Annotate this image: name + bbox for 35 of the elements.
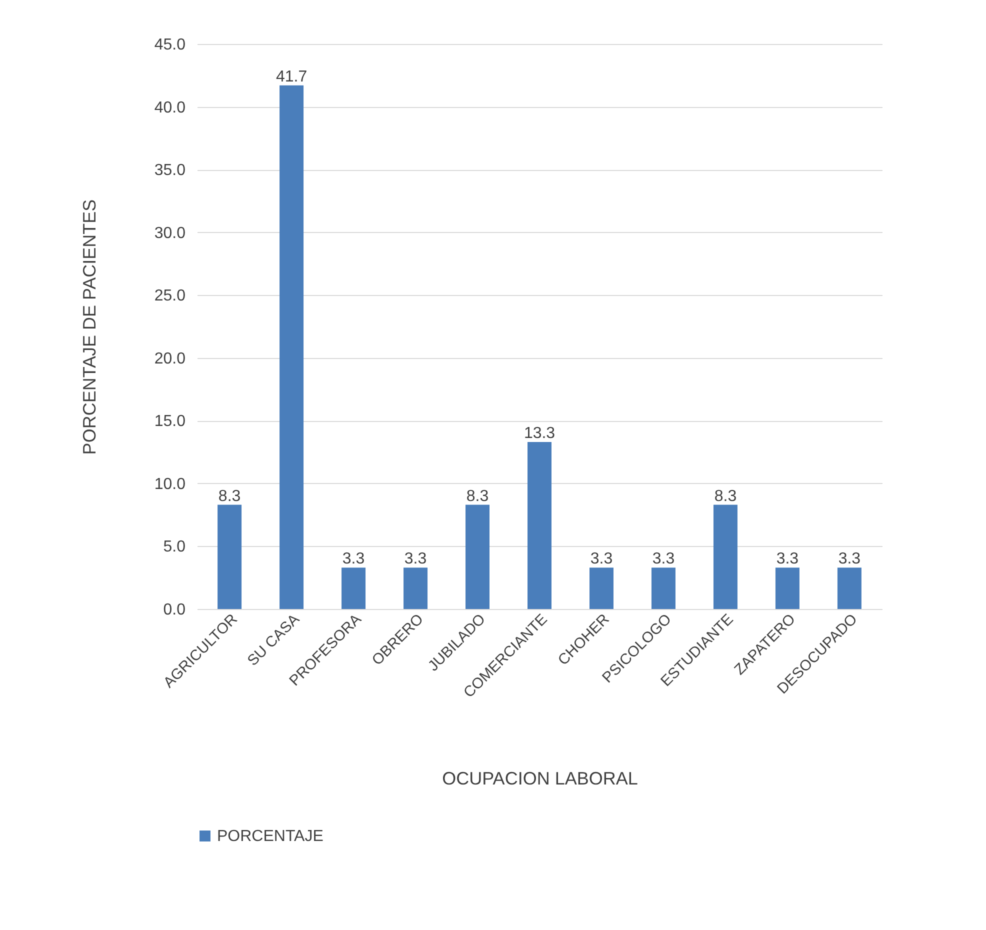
y-tick-label: 30.0 [154, 224, 186, 242]
y-tick-label: 10.0 [154, 476, 186, 493]
y-tick-label: 5.0 [163, 538, 186, 556]
bar [404, 568, 428, 609]
data-label: 8.3 [466, 488, 489, 505]
bar [651, 568, 676, 609]
y-tick-label: 45.0 [154, 36, 186, 54]
y-tick-label: 25.0 [154, 288, 186, 305]
bar [589, 568, 614, 609]
bar [342, 568, 366, 609]
bar [713, 504, 738, 609]
legend-label: PORCENTAJE [217, 828, 324, 845]
y-tick-label: 40.0 [154, 99, 186, 116]
bar [528, 442, 552, 609]
data-label: 3.3 [590, 550, 613, 568]
bar [837, 568, 862, 609]
y-tick-label: 0.0 [163, 602, 186, 618]
data-label: 8.3 [714, 488, 737, 505]
y-tick-label: 35.0 [154, 162, 186, 180]
bar [775, 568, 800, 609]
data-label: 8.3 [218, 488, 241, 505]
data-label: 41.7 [276, 68, 308, 86]
data-label: 3.3 [652, 550, 675, 568]
x-axis-title: OCUPACION LABORAL [442, 768, 638, 788]
data-label: 13.3 [524, 425, 556, 442]
y-axis-title: PORCENTAJE DE PACIENTES [79, 199, 100, 455]
data-label: 3.3 [404, 550, 427, 568]
bar [466, 504, 490, 609]
data-label: 3.3 [342, 550, 365, 568]
bar [218, 504, 242, 609]
y-tick-label: 20.0 [154, 350, 186, 368]
data-label: 3.3 [838, 550, 861, 568]
bar [280, 85, 304, 609]
data-label: 3.3 [776, 550, 799, 568]
y-tick-label: 15.0 [154, 413, 186, 430]
